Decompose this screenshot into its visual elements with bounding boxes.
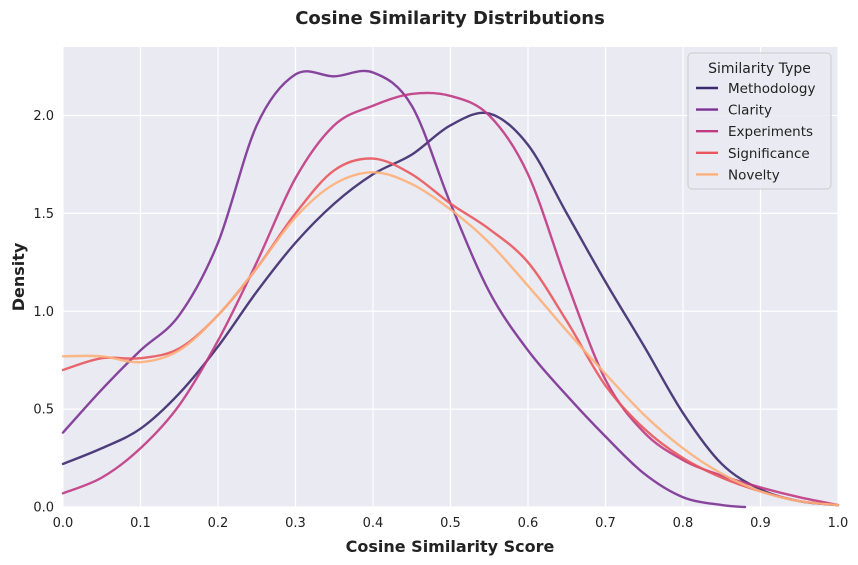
legend-label-clarity: Clarity <box>728 103 772 119</box>
series-line-clarity <box>61 69 747 509</box>
x-tick-label: 0.3 <box>285 516 306 531</box>
y-tick-label: 1.5 <box>33 207 54 222</box>
x-tick-label: 0.5 <box>440 516 461 531</box>
y-tick-label: 2.0 <box>33 109 54 124</box>
x-tick-label: 0.6 <box>518 516 539 531</box>
legend-box <box>687 52 832 190</box>
legend-title: Similarity Type <box>708 61 811 77</box>
y-tick-label: 0.5 <box>33 403 54 418</box>
y-tick-label: 1.0 <box>33 305 54 320</box>
x-tick-label: 0.4 <box>363 516 384 531</box>
x-tick-label: 0.9 <box>750 516 771 531</box>
series-lines <box>61 69 840 509</box>
legend-label-novelty: Novelty <box>728 167 780 183</box>
grid <box>62 47 839 508</box>
y-tick-label: 0.0 <box>33 501 54 516</box>
series-line-methodology <box>61 111 840 507</box>
x-tick-label: 0.2 <box>208 516 229 531</box>
y-axis-label: Density <box>9 242 28 311</box>
x-tick-label: 0.8 <box>673 516 694 531</box>
x-tick-label: 0.7 <box>595 516 616 531</box>
tick-labels: 0.0 0.1 0.2 0.3 0.4 0.5 0.6 0.7 0.8 0.9 1.0 0.0 0.5 1… <box>33 109 848 531</box>
chart-title: Cosine Similarity Distributions <box>295 8 605 29</box>
legend-label-methodology: Methodology <box>728 81 815 97</box>
x-tick-label: 0.0 <box>53 516 74 531</box>
legend: Similarity Type Methodology Clarity Experim… <box>687 52 832 190</box>
legend-label-experiments: Experiments <box>728 124 813 140</box>
x-tick-label: 1.0 <box>828 516 849 531</box>
series-line-novelty <box>61 171 840 507</box>
legend-label-significance: Significance <box>728 146 810 162</box>
x-axis-label: Cosine Similarity Score <box>346 537 555 556</box>
x-tick-label: 0.1 <box>130 516 151 531</box>
